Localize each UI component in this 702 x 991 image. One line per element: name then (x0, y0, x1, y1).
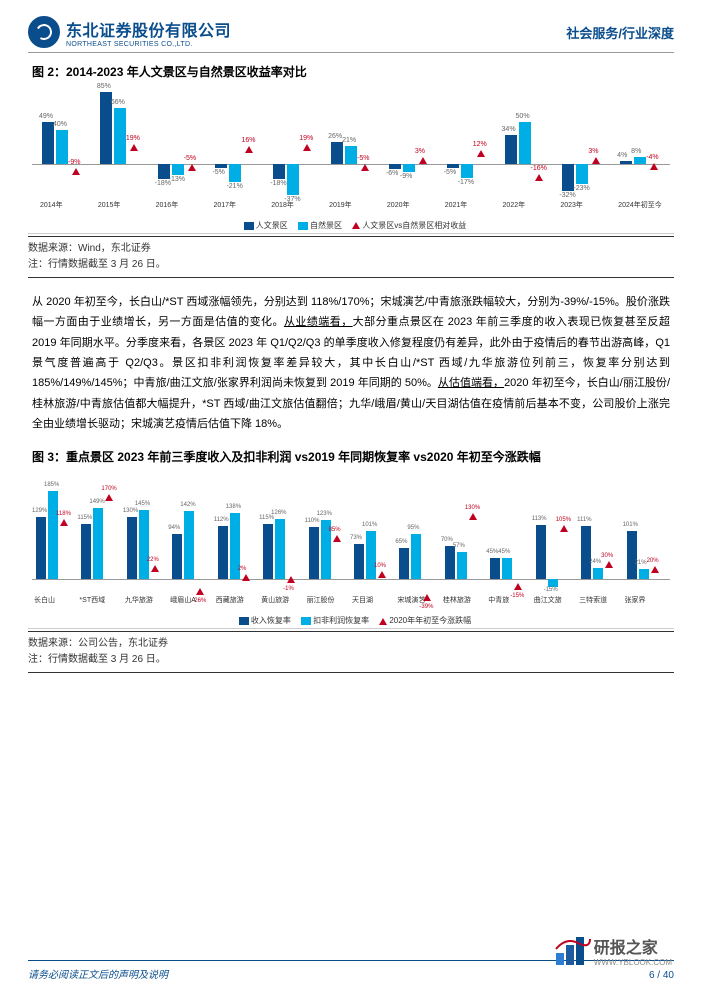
legend3-b: 扣非利润恢复率 (313, 616, 369, 625)
watermark-sub: WWW.YBLOOK.COM (594, 958, 672, 967)
footer-disclaimer: 请务必阅读正文后的声明及说明 (28, 966, 168, 981)
fig3-legend: 收入恢复率 扣非利润恢复率 2020年年初至今涨跌幅 (28, 611, 674, 628)
logo-text-en: NORTHEAST SECURITIES CO.,LTD. (66, 41, 231, 48)
logo: 东北证券股份有限公司 NORTHEAST SECURITIES CO.,LTD. (28, 16, 231, 48)
header-category: 社会服务/行业深度 (566, 23, 674, 42)
fig2-source: 数据来源：Wind，东北证券 注：行情数据截至 3 月 26 日。 (28, 236, 674, 278)
source2-line1: 数据来源：Wind，东北证券 (28, 241, 674, 257)
watermark: 研报之家 WWW.YBLOOK.COM (556, 934, 672, 967)
logo-icon (28, 16, 60, 48)
fig3-source: 数据来源：公司公告，东北证券 注：行情数据截至 3 月 26 日。 (28, 631, 674, 673)
page-header: 东北证券股份有限公司 NORTHEAST SECURITIES CO.,LTD.… (28, 16, 674, 53)
watermark-title: 研报之家 (594, 934, 672, 958)
fig3-title: 图 3：重点景区 2023 年前三季度收入及扣非利润 vs2019 年同期恢复率… (32, 448, 674, 465)
legend3-a: 收入恢复率 (251, 616, 291, 625)
legend-c: 人文景区vs自然景区相对收益 (362, 221, 466, 230)
legend-a: 人文景区 (256, 221, 288, 230)
legend3-c: 2020年年初至今涨跌幅 (389, 616, 471, 625)
footer-page-num: 6 / 40 (649, 970, 674, 981)
source3-line1: 数据来源：公司公告，东北证券 (28, 636, 674, 652)
fig2-legend: 人文景区 自然景区 人文景区vs自然景区相对收益 (28, 216, 674, 233)
watermark-icon (556, 937, 590, 965)
fig3-chart: 129%185%118%长白山115%149%170%*ST西域130%145%… (28, 471, 674, 629)
fig2-title: 图 2：2014-2023 年人文景区与自然景区收益率对比 (32, 63, 674, 80)
logo-text-cn: 东北证券股份有限公司 (66, 17, 231, 41)
source3-line2: 注：行情数据截至 3 月 26 日。 (28, 652, 674, 668)
source2-line2: 注：行情数据截至 3 月 26 日。 (28, 257, 674, 273)
body-paragraph: 从 2020 年初至今，长白山/*ST 西域涨幅领先，分别达到 118%/170… (32, 292, 670, 434)
legend-b: 自然景区 (310, 221, 342, 230)
fig2-chart: 49%40%-9%2014年85%66%19%2015年-18%-13%-5%2… (28, 86, 674, 234)
